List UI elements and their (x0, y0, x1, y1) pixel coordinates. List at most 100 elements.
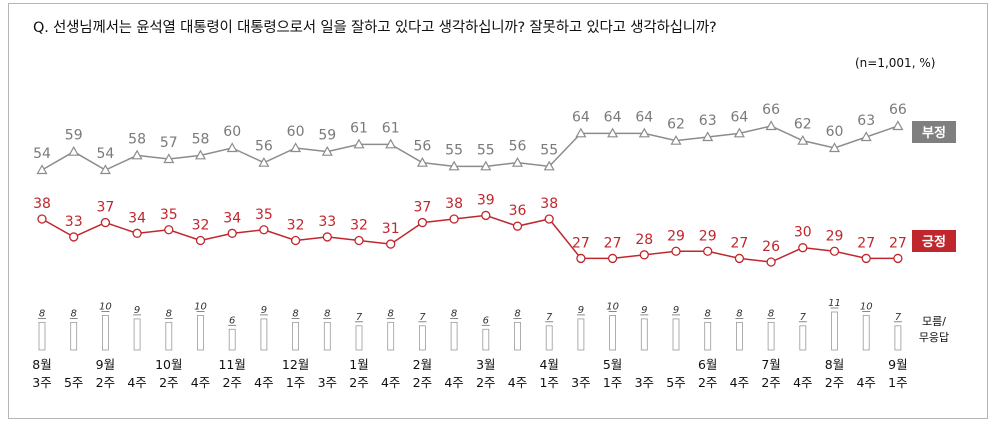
positive-point (37, 214, 47, 224)
negative-point (226, 142, 238, 153)
x-month-label: 5월 (603, 357, 622, 372)
negative-value-label: 55 (445, 142, 463, 158)
positive-value-label: 36 (509, 203, 527, 219)
positive-series-line (41, 214, 898, 263)
negative-point (385, 138, 397, 149)
positive-point (607, 253, 618, 264)
positive-point (322, 232, 332, 242)
positive-value-label: 32 (350, 218, 368, 234)
negative-point (36, 164, 48, 175)
negative-value-label: 56 (255, 139, 273, 155)
unknown-value-label: 6 (483, 315, 489, 326)
positive-value-label: 30 (794, 225, 812, 241)
x-month-label: 9월 (888, 357, 907, 372)
unknown-bar (38, 321, 46, 351)
negative-point (258, 156, 270, 167)
unknown-bar (165, 321, 173, 351)
x-month-label: 10월 (155, 357, 182, 372)
unknown-bar (450, 321, 458, 351)
positive-point (100, 217, 111, 228)
positive-point (132, 228, 142, 238)
negative-point (480, 160, 492, 171)
x-week-label: 2주 (96, 375, 115, 390)
unknown-value-label: 8 (768, 308, 774, 319)
positive-value-label: 31 (382, 221, 400, 237)
positive-point (417, 217, 428, 228)
unknown-value-label: 7 (419, 312, 426, 323)
negative-point (765, 120, 777, 131)
negative-value-label: 55 (540, 142, 558, 158)
unknown-value-label: 6 (229, 315, 235, 326)
sample-size-note: (n=1,001, %) (855, 56, 936, 70)
negative-point (733, 127, 745, 138)
negative-value-label: 62 (794, 117, 812, 133)
unknown-value-label: 11 (828, 298, 841, 309)
negative-value-label: 66 (889, 102, 907, 118)
unknown-value-label: 10 (860, 301, 873, 312)
x-week-label: 3주 (32, 375, 51, 390)
unknown-value-label: 7 (356, 312, 363, 323)
x-week-label: 1주 (888, 375, 907, 390)
positive-value-label: 27 (889, 235, 907, 251)
negative-point (448, 160, 460, 171)
unknown-bar (577, 318, 585, 351)
unknown-value-label: 10 (99, 301, 112, 312)
unknown-bar (894, 325, 902, 351)
x-month-label: 6월 (698, 357, 717, 372)
positive-point (893, 253, 903, 264)
unknown-value-label: 8 (292, 308, 298, 319)
unknown-value-label: 9 (134, 305, 140, 316)
negative-point (670, 134, 682, 145)
x-week-label: 1주 (539, 375, 558, 390)
positive-value-label: 27 (730, 235, 748, 251)
unknown-value-label: 8 (736, 308, 742, 319)
negative-value-label: 64 (604, 109, 622, 125)
positive-value-label: 33 (318, 214, 336, 230)
negative-point (194, 149, 207, 160)
unknown-bar (672, 318, 680, 351)
unknown-value-label: 8 (39, 308, 45, 319)
x-week-label: 2주 (698, 375, 717, 390)
positive-point (195, 235, 206, 246)
x-week-label: 2주 (159, 375, 178, 390)
x-month-label: 9월 (96, 357, 115, 372)
unknown-value-label: 8 (71, 308, 77, 319)
unknown-bar (260, 318, 268, 351)
negative-point (511, 156, 524, 167)
x-week-label: 4주 (508, 375, 527, 390)
positive-point (671, 246, 681, 256)
x-week-label: 3주 (318, 375, 337, 390)
negative-point (797, 134, 809, 145)
unknown-legend-label-line2: 무응답 (919, 331, 949, 344)
negative-value-label: 64 (635, 109, 653, 125)
positive-value-label: 38 (445, 196, 463, 212)
positive-point (861, 253, 871, 264)
x-week-label: 4주 (381, 375, 400, 390)
negative-point (163, 153, 175, 164)
positive-value-label: 39 (477, 192, 495, 208)
positive-value-label: 35 (255, 207, 273, 223)
x-week-label: 2주 (413, 375, 432, 390)
positive-point (798, 243, 808, 253)
x-week-label: 3주 (571, 375, 590, 390)
negative-value-label: 63 (857, 113, 875, 129)
negative-value-label: 59 (318, 128, 336, 144)
unknown-value-label: 7 (895, 312, 902, 323)
negative-value-label: 56 (509, 139, 527, 155)
unknown-bar (228, 328, 236, 351)
unknown-bar (102, 315, 109, 351)
unknown-bar (387, 321, 395, 351)
positive-point (354, 235, 364, 246)
negative-point (892, 120, 904, 131)
positive-value-label: 27 (572, 235, 590, 251)
positive-point (544, 214, 554, 224)
unknown-value-label: 8 (166, 308, 172, 319)
positive-value-label: 34 (128, 210, 146, 226)
unknown-value-label: 10 (606, 301, 619, 312)
positive-value-label: 38 (33, 196, 51, 212)
negative-point (828, 142, 841, 153)
unknown-value-label: 8 (705, 308, 711, 319)
unknown-value-label: 9 (641, 305, 647, 316)
positive-point (69, 232, 79, 242)
unknown-value-label: 10 (194, 301, 207, 312)
